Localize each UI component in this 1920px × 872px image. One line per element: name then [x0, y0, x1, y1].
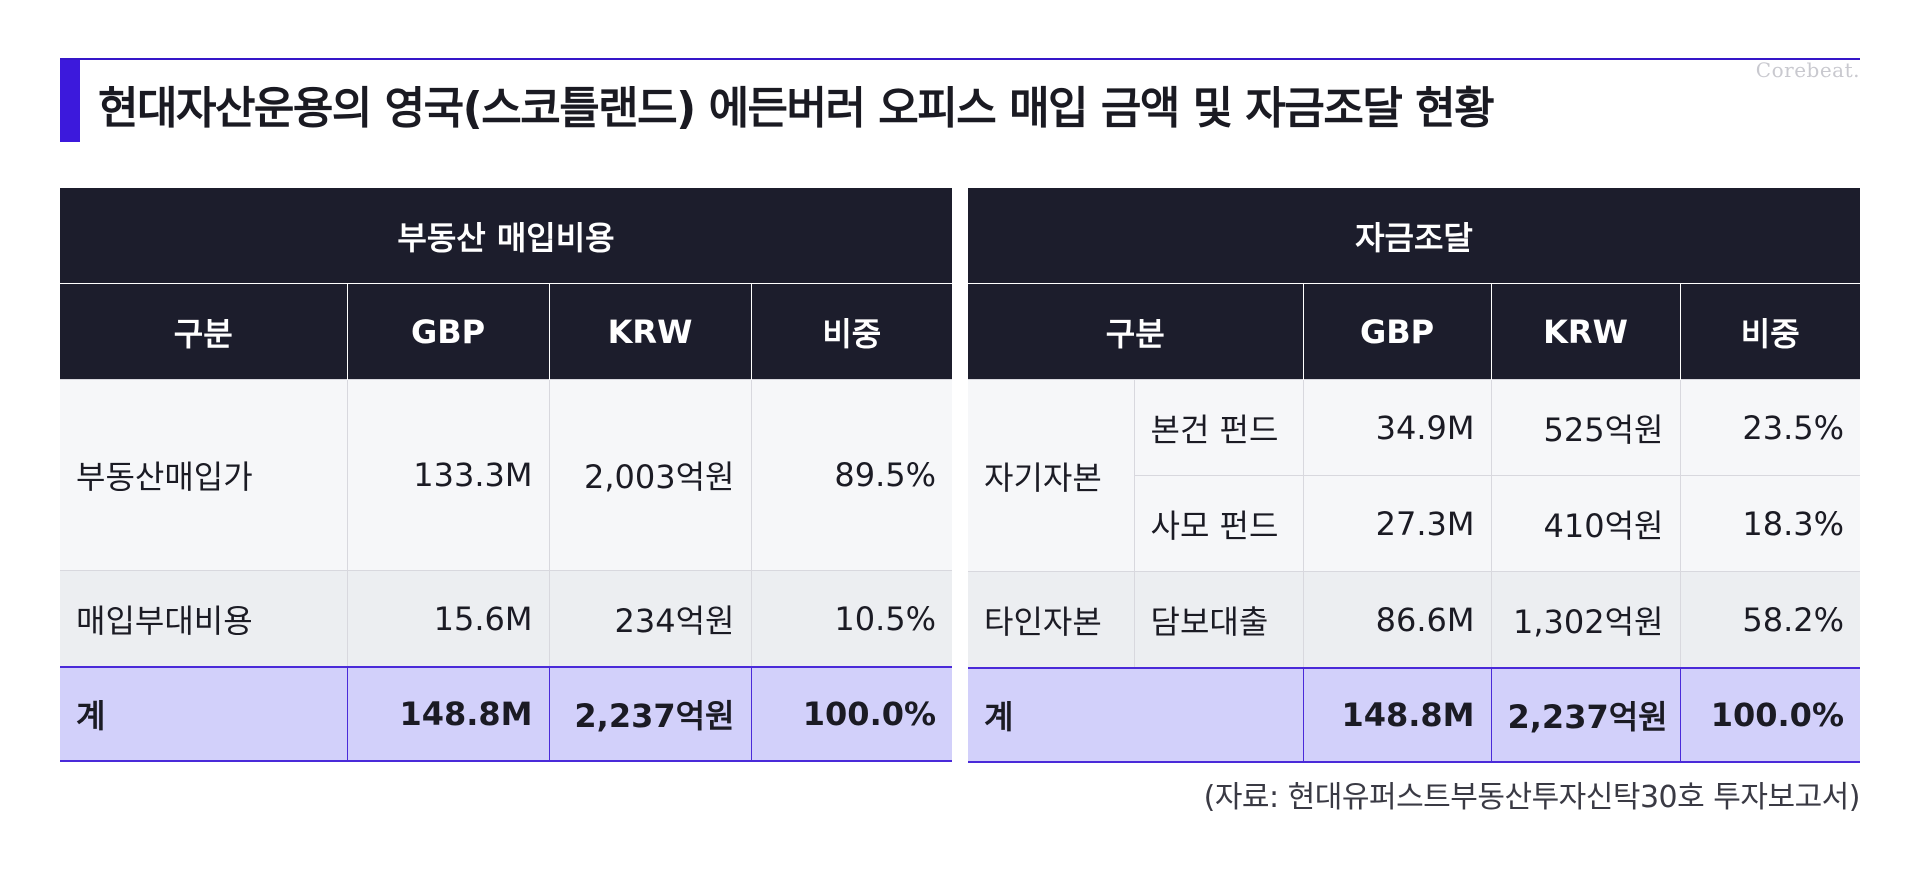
table-row: 매입부대비용 15.6M 234억원 10.5%	[60, 570, 953, 668]
page-title: 현대자산운용의 영국(스코틀랜드) 에든버러 오피스 매입 금액 및 자금조달 …	[98, 83, 1495, 134]
share-cell: 10.5%	[750, 570, 953, 668]
share-cell: 23.5%	[1679, 379, 1860, 476]
table-row: 사모 펀드 27.3M 410억원 18.3%	[968, 475, 1860, 572]
krw-cell: 525억원	[1490, 379, 1681, 476]
purchase-cost-header: 부동산 매입비용	[60, 188, 953, 284]
column-header-share: 비중	[750, 283, 953, 380]
total-row: 계 148.8M 2,237억원 100.0%	[968, 667, 1860, 763]
krw-cell: 234억원	[548, 570, 752, 668]
krw-cell: 1,302억원	[1490, 571, 1681, 669]
column-header-krw: KRW	[548, 283, 751, 380]
financing-table: 자금조달 구분 GBP KRW 비중 자기자본 본건 펀드 34.9M 525억…	[968, 188, 1860, 763]
column-header-gbp: GBP	[346, 283, 549, 380]
title-bar: 현대자산운용의 영국(스코틀랜드) 에든버러 오피스 매입 금액 및 자금조달 …	[60, 58, 1860, 142]
financing-header: 자금조달	[968, 188, 1860, 284]
share-cell: 58.2%	[1679, 571, 1860, 669]
total-share-cell: 100.0%	[750, 666, 953, 762]
row-label: 부동산매입가	[60, 379, 348, 571]
row-label: 담보대출	[1133, 571, 1304, 669]
column-header-category: 구분	[968, 283, 1303, 380]
group-label: 타인자본	[968, 571, 1135, 669]
table-row: 타인자본 담보대출 86.6M 1,302억원 58.2%	[968, 571, 1860, 669]
column-header-share: 비중	[1679, 283, 1860, 380]
table-row: 부동산매입가 133.3M 2,003억원 89.5%	[60, 379, 953, 571]
krw-cell: 2,003억원	[548, 379, 752, 571]
total-label: 계	[968, 667, 1304, 763]
total-label: 계	[60, 666, 348, 762]
total-share-cell: 100.0%	[1679, 667, 1860, 763]
row-label: 사모 펀드	[1133, 475, 1304, 572]
purchase-cost-table: 부동산 매입비용 구분 GBP KRW 비중 부동산매입가 133.3M 2,0…	[60, 188, 953, 762]
share-cell: 89.5%	[750, 379, 953, 571]
share-cell: 18.3%	[1679, 475, 1860, 572]
total-gbp-cell: 148.8M	[1302, 667, 1492, 763]
total-gbp-cell: 148.8M	[346, 666, 550, 762]
gbp-cell: 15.6M	[346, 570, 550, 668]
table-row: 자기자본 본건 펀드 34.9M 525억원 23.5%	[968, 379, 1860, 572]
source-note: (자료: 현대유퍼스트부동산투자신탁30호 투자보고서)	[1203, 780, 1861, 815]
total-row: 계 148.8M 2,237억원 100.0%	[60, 666, 953, 762]
brand-watermark: Corebeat.	[1755, 58, 1860, 82]
column-header-krw: KRW	[1490, 283, 1680, 380]
gbp-cell: 34.9M	[1302, 379, 1492, 476]
gbp-cell: 133.3M	[346, 379, 550, 571]
column-header-gbp: GBP	[1302, 283, 1491, 380]
group-label: 자기자본	[968, 379, 1135, 572]
krw-cell: 410억원	[1490, 475, 1681, 572]
row-label: 본건 펀드	[1133, 379, 1304, 476]
total-krw-cell: 2,237억원	[548, 666, 752, 762]
gbp-cell: 27.3M	[1302, 475, 1492, 572]
total-krw-cell: 2,237억원	[1490, 667, 1681, 763]
row-label: 매입부대비용	[60, 570, 348, 668]
title-accent-bar	[60, 60, 80, 142]
column-header-category: 구분	[60, 283, 347, 380]
gbp-cell: 86.6M	[1302, 571, 1492, 669]
